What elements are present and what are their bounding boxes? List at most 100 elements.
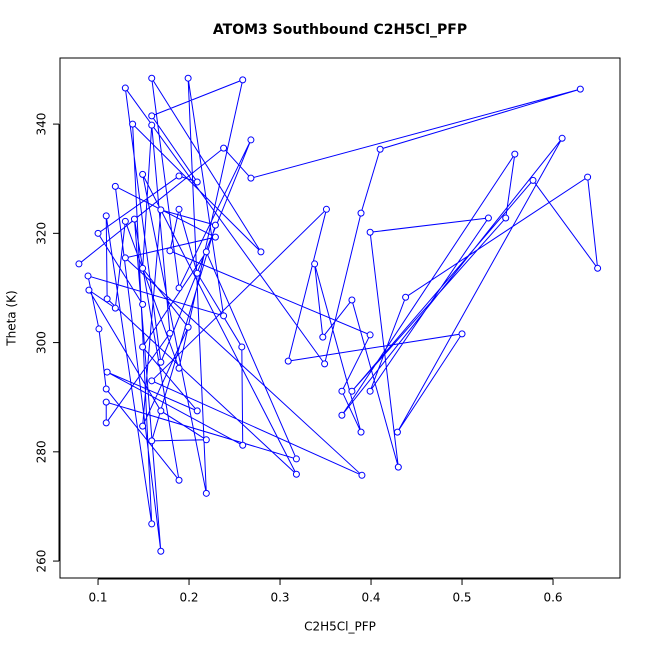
data-point: [111, 182, 119, 190]
y-tick-label: 260: [35, 550, 49, 573]
x-tick-label: 0.2: [179, 591, 198, 605]
data-point: [202, 248, 210, 256]
data-point: [102, 419, 110, 427]
x-axis-label: C2H5Cl_PFP: [304, 620, 376, 634]
data-point: [529, 176, 537, 184]
data-point: [148, 377, 156, 385]
data-point: [239, 441, 247, 449]
data-point: [584, 173, 592, 181]
data-point: [239, 76, 247, 84]
data-point: [558, 134, 566, 142]
data-point: [458, 330, 466, 338]
y-tick-label: 300: [35, 331, 49, 354]
data-point: [576, 85, 584, 93]
data-point: [148, 121, 156, 129]
data-point: [102, 212, 110, 220]
data-point: [357, 209, 365, 217]
y-tick-label: 280: [35, 440, 49, 463]
data-point: [319, 333, 327, 341]
data-point: [103, 368, 111, 376]
data-point: [220, 312, 228, 320]
chart-title: ATOM3 Southbound C2H5Cl_PFP: [213, 22, 467, 38]
data-point: [166, 247, 174, 255]
data-point: [366, 331, 374, 339]
data-point: [139, 422, 147, 430]
data-point: [357, 428, 365, 436]
data-point: [139, 264, 147, 272]
data-point: [148, 520, 156, 528]
data-point: [238, 343, 246, 351]
data-point: [247, 174, 255, 182]
data-point: [121, 254, 129, 262]
data-point: [102, 398, 110, 406]
y-tick-label: 340: [35, 113, 49, 136]
x-tick-label: 0.5: [452, 591, 471, 605]
data-point: [175, 284, 183, 292]
x-tick-label: 0.3: [270, 591, 289, 605]
data-point: [366, 387, 374, 395]
y-axis-label: Theta (K): [5, 290, 19, 346]
data-point: [338, 411, 346, 419]
data-point: [129, 120, 137, 128]
data-point: [484, 214, 492, 222]
data-point: [102, 385, 110, 393]
data-point: [95, 325, 103, 333]
data-point: [211, 221, 219, 229]
data-point: [121, 84, 129, 92]
data-point: [594, 264, 602, 272]
data-point: [157, 407, 165, 415]
data-point: [193, 178, 201, 186]
data-point: [321, 360, 329, 368]
data-point: [166, 329, 174, 337]
data-point: [94, 229, 102, 237]
data-point: [157, 547, 165, 555]
data-point: [358, 471, 366, 479]
data-point: [139, 300, 147, 308]
data-point: [202, 436, 210, 444]
data-point: [175, 205, 183, 213]
data-point: [157, 206, 165, 214]
data-point: [311, 260, 319, 268]
data-point: [220, 144, 228, 152]
x-tick-label: 0.4: [361, 591, 380, 605]
x-tick-label: 0.6: [543, 591, 562, 605]
y-tick-label: 320: [35, 222, 49, 245]
data-point: [366, 228, 374, 236]
data-point: [75, 260, 83, 268]
data-point: [211, 233, 219, 241]
x-tick-label: 0.1: [88, 591, 107, 605]
data-point: [257, 248, 265, 256]
data-point: [292, 455, 300, 463]
data-point: [402, 293, 410, 301]
data-point: [511, 150, 519, 158]
data-point: [175, 364, 183, 372]
data-point: [193, 407, 201, 415]
data-point: [202, 489, 210, 497]
data-point: [84, 272, 92, 280]
data-point: [148, 437, 156, 445]
data-point: [175, 172, 183, 180]
data-point: [292, 470, 300, 478]
data-point: [394, 463, 402, 471]
data-point: [322, 205, 330, 213]
data-point: [502, 214, 510, 222]
data-line: [78, 77, 599, 552]
data-point: [157, 358, 165, 366]
data-point: [338, 387, 346, 395]
data-point: [376, 145, 384, 153]
data-point: [193, 269, 201, 277]
data-point: [247, 136, 255, 144]
data-point: [175, 476, 183, 484]
data-point: [393, 428, 401, 436]
data-point: [139, 343, 147, 351]
data-point: [103, 295, 111, 303]
data-point: [184, 74, 192, 82]
data-point: [121, 217, 129, 225]
data-point: [348, 387, 356, 395]
plot-frame: [59, 57, 621, 579]
data-point: [284, 357, 292, 365]
data-point: [130, 215, 138, 223]
data-point: [139, 170, 147, 178]
data-point: [148, 112, 156, 120]
